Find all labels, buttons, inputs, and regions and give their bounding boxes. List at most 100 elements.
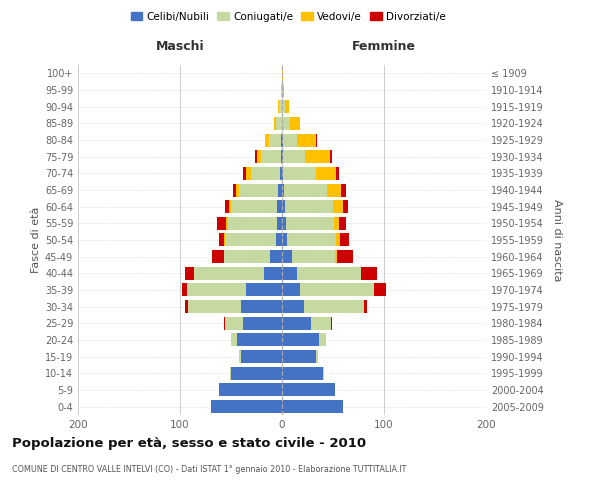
Bar xyxy=(211,400,282,413)
Bar xyxy=(323,367,324,380)
Bar xyxy=(282,134,283,146)
Bar xyxy=(219,234,224,246)
Bar xyxy=(276,234,282,246)
Bar xyxy=(247,167,251,180)
Bar xyxy=(265,134,269,146)
Bar xyxy=(282,150,283,163)
Bar xyxy=(260,150,281,163)
Bar xyxy=(278,184,282,196)
Legend: Celibi/Nubili, Coniugati/e, Vedovi/e, Divorziati/e: Celibi/Nubili, Coniugati/e, Vedovi/e, Di… xyxy=(127,8,449,26)
Bar xyxy=(283,150,305,163)
Bar xyxy=(327,184,341,196)
Bar xyxy=(374,284,386,296)
Bar xyxy=(298,134,316,146)
Bar xyxy=(256,150,257,163)
Bar xyxy=(282,284,301,296)
Bar xyxy=(276,117,282,130)
Bar xyxy=(301,284,374,296)
Bar xyxy=(282,184,284,196)
Bar xyxy=(219,384,282,396)
Bar xyxy=(274,117,276,130)
Y-axis label: Anni di nascita: Anni di nascita xyxy=(552,198,562,281)
Bar xyxy=(282,367,323,380)
Bar xyxy=(292,250,335,263)
Bar xyxy=(212,250,224,263)
Bar xyxy=(237,334,282,346)
Bar xyxy=(311,317,331,330)
Bar xyxy=(316,167,336,180)
Bar xyxy=(319,334,326,346)
Bar xyxy=(282,317,311,330)
Bar xyxy=(330,150,332,163)
Bar xyxy=(287,234,336,246)
Bar xyxy=(228,217,277,230)
Bar xyxy=(239,350,241,363)
Bar xyxy=(283,84,284,96)
Bar xyxy=(281,134,282,146)
Text: Popolazione per età, sesso e stato civile - 2010: Popolazione per età, sesso e stato civil… xyxy=(12,438,366,450)
Bar xyxy=(282,384,335,396)
Bar xyxy=(361,267,377,280)
Bar xyxy=(231,200,277,213)
Bar xyxy=(282,267,298,280)
Bar xyxy=(185,267,194,280)
Bar xyxy=(286,217,334,230)
Bar xyxy=(233,184,236,196)
Bar xyxy=(182,284,187,296)
Bar xyxy=(364,300,367,313)
Bar xyxy=(335,250,337,263)
Bar xyxy=(282,334,319,346)
Bar xyxy=(316,350,318,363)
Bar xyxy=(290,117,301,130)
Bar xyxy=(226,217,228,230)
Bar xyxy=(282,234,287,246)
Bar xyxy=(281,150,282,163)
Bar xyxy=(241,350,282,363)
Bar xyxy=(251,167,280,180)
Bar xyxy=(333,200,343,213)
Bar xyxy=(263,267,282,280)
Bar xyxy=(239,184,278,196)
Bar xyxy=(230,367,231,380)
Text: Femmine: Femmine xyxy=(352,40,416,52)
Bar xyxy=(298,267,361,280)
Bar xyxy=(224,317,225,330)
Bar xyxy=(316,134,317,146)
Bar xyxy=(188,300,241,313)
Bar xyxy=(341,184,346,196)
Bar xyxy=(279,100,282,113)
Bar xyxy=(277,200,282,213)
Bar xyxy=(247,284,282,296)
Bar xyxy=(283,167,316,180)
Bar xyxy=(185,300,188,313)
Bar xyxy=(285,200,333,213)
Bar xyxy=(282,300,304,313)
Bar xyxy=(187,284,247,296)
Bar xyxy=(243,167,247,180)
Bar xyxy=(336,234,340,246)
Bar xyxy=(283,134,298,146)
Bar xyxy=(281,84,282,96)
Bar xyxy=(284,184,327,196)
Bar xyxy=(224,250,270,263)
Bar xyxy=(257,150,260,163)
Bar xyxy=(282,167,283,180)
Bar xyxy=(282,117,290,130)
Bar xyxy=(229,200,231,213)
Bar xyxy=(282,400,343,413)
Bar xyxy=(277,217,282,230)
Bar xyxy=(285,100,289,113)
Bar xyxy=(282,200,285,213)
Bar xyxy=(282,100,285,113)
Y-axis label: Fasce di età: Fasce di età xyxy=(31,207,41,273)
Bar xyxy=(305,150,330,163)
Bar xyxy=(278,100,279,113)
Bar xyxy=(270,250,282,263)
Bar xyxy=(225,234,276,246)
Bar xyxy=(334,217,339,230)
Bar xyxy=(269,134,281,146)
Bar xyxy=(217,217,226,230)
Bar xyxy=(337,250,353,263)
Bar xyxy=(282,84,283,96)
Bar xyxy=(282,350,316,363)
